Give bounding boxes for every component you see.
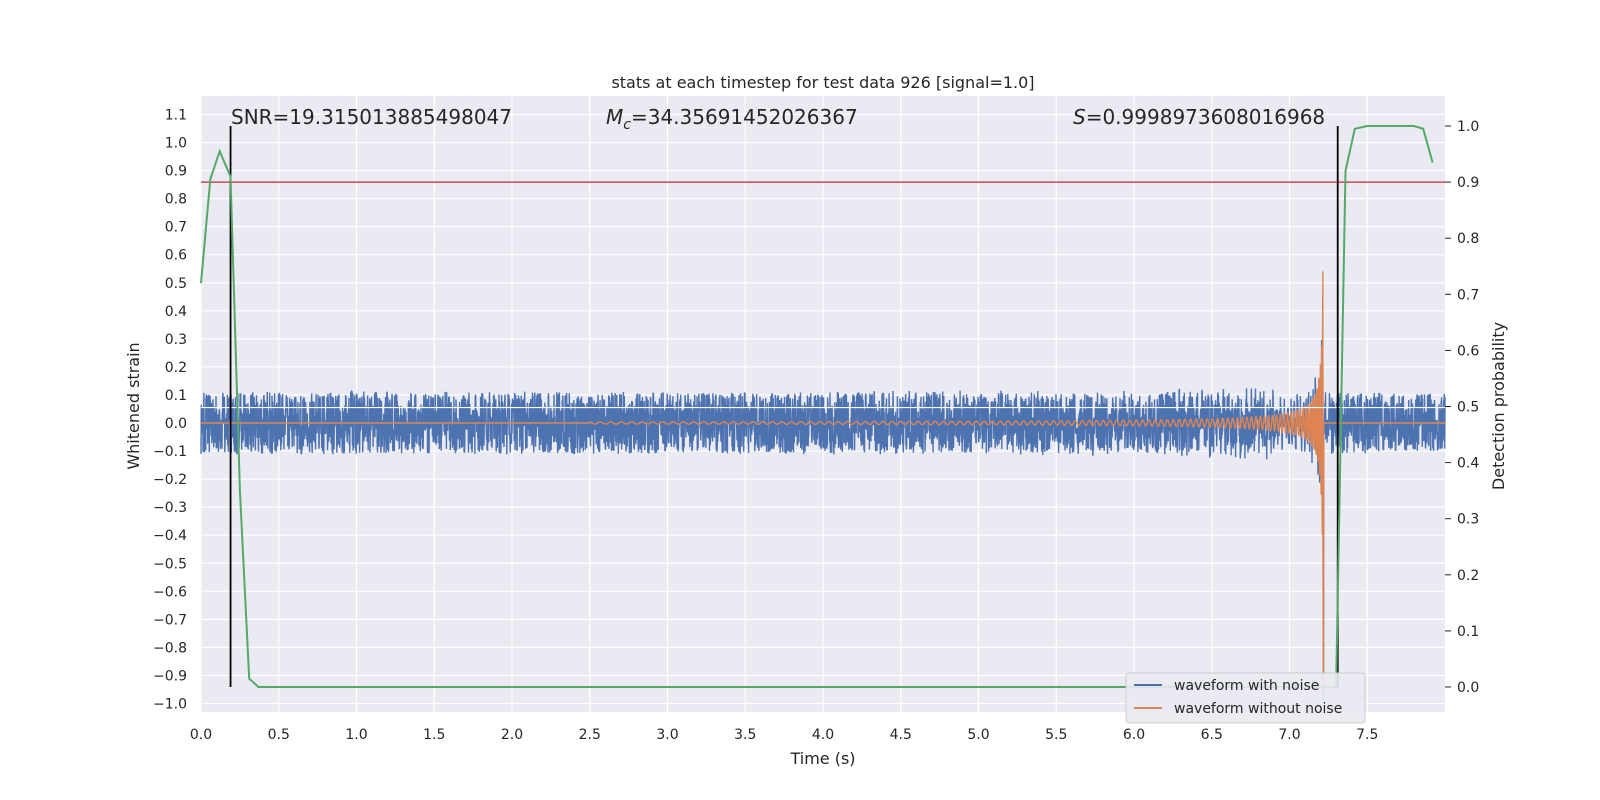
x-tick-label: 5.5 (1045, 727, 1067, 743)
y-tick-label-right: 0.8 (1457, 231, 1479, 247)
y-tick-label-left: 0.7 (165, 220, 187, 236)
y-tick-label-left: 0.4 (165, 304, 187, 320)
chart-title: stats at each timestep for test data 926… (611, 73, 1034, 92)
y-tick-label-left: −0.8 (153, 640, 187, 656)
x-tick-label: 4.0 (812, 727, 834, 743)
x-tick-label: 0.0 (190, 727, 212, 743)
y-tick-label-left: −1.0 (153, 697, 187, 713)
y-tick-label-left: 0.3 (165, 332, 187, 348)
x-axis-label: Time (s) (789, 749, 855, 768)
x-tick-label: 7.5 (1356, 727, 1378, 743)
y-tick-label-left: 0.2 (165, 360, 187, 376)
x-tick-label: 3.5 (734, 727, 756, 743)
legend-label-clean: waveform without noise (1174, 701, 1342, 717)
y-tick-label-left: 0.0 (165, 416, 187, 432)
x-tick-label: 2.5 (579, 727, 601, 743)
series-waveform-with-noise (200, 298, 1446, 703)
score-annotation: S=0.9998973608016968 (1073, 105, 1325, 129)
chirp-mass-annotation: Mc=34.35691452026367 (606, 105, 858, 133)
y-axis-label-left: Whitened strain (124, 342, 143, 469)
y-tick-label-left: −0.7 (153, 612, 187, 628)
chirp-mass-subscript: c (623, 117, 631, 133)
y-tick-label-right: 0.2 (1457, 568, 1479, 584)
y-tick-label-right: 0.1 (1457, 624, 1479, 640)
legend-label-noise: waveform with noise (1174, 678, 1319, 694)
y-tick-label-left: −0.3 (153, 500, 187, 516)
x-tick-label: 2.0 (501, 727, 523, 743)
score-symbol: S (1073, 105, 1086, 129)
y-tick-label-right: 0.4 (1457, 456, 1479, 472)
y-tick-label-right: 0.9 (1457, 175, 1479, 191)
y-tick-label-left: 0.6 (165, 248, 187, 264)
y-tick-label-left: −0.4 (153, 528, 187, 544)
y-tick-label-left: −0.9 (153, 668, 187, 684)
x-tick-label: 7.0 (1278, 727, 1300, 743)
y-tick-label-right: 0.7 (1457, 287, 1479, 303)
x-tick-label: 3.0 (656, 727, 678, 743)
y-tick-label-right: 0.0 (1457, 680, 1479, 696)
y-tick-label-right: 0.6 (1457, 343, 1479, 359)
x-tick-label: 6.0 (1123, 727, 1145, 743)
series-waveform-without-noise (201, 271, 1445, 693)
y-tick-label-left: −0.1 (153, 444, 187, 460)
x-tick-label: 4.5 (890, 727, 912, 743)
x-tick-label: 1.5 (423, 727, 445, 743)
snr-annotation: SNR=19.315013885498047 (231, 105, 512, 129)
chirp-mass-symbol: M (606, 105, 623, 129)
y-tick-label-left: −0.6 (153, 584, 187, 600)
y-ticks-right: 1.0 0.9 0.8 0.7 0.6 0.5 0.4 0.3 0.2 0.1 0.0 (1445, 119, 1479, 696)
x-tick-label: 1.0 (345, 727, 367, 743)
x-ticks: 0.0 0.5 1.0 1.5 2.0 2.5 3.0 3.5 4.0 4.5 5.0 5.5 6.0 6… (190, 727, 1379, 743)
x-tick-label: 5.0 (967, 727, 989, 743)
y-tick-label-left: 0.9 (165, 164, 187, 180)
y-ticks-left: 1.1 1.0 0.9 0.8 0.7 0.6 0.5 0.4 0.3 0.2 0.1 0.0 −0.1… (153, 107, 187, 712)
y-tick-label-left: 0.5 (165, 276, 187, 292)
x-tick-label: 6.5 (1201, 727, 1223, 743)
y-tick-label-left: 1.0 (165, 136, 187, 152)
y-tick-label-left: 1.1 (165, 107, 187, 123)
chirp-mass-value: =34.35691452026367 (631, 105, 858, 129)
y-tick-label-right: 0.3 (1457, 512, 1479, 528)
y-tick-label-left: 0.8 (165, 192, 187, 208)
y-axis-label-right: Detection probability (1489, 322, 1508, 490)
legend-box (1125, 672, 1366, 724)
y-tick-label-right: 0.5 (1457, 400, 1479, 416)
y-tick-label-left: −0.2 (153, 472, 187, 488)
y-tick-label-right: 1.0 (1457, 119, 1479, 135)
y-tick-label-left: 0.1 (165, 388, 187, 404)
legend: waveform with noise waveform without noi… (1125, 672, 1366, 724)
score-value: =0.9998973608016968 (1086, 105, 1325, 129)
y-tick-label-left: −0.5 (153, 556, 187, 572)
x-tick-label: 0.5 (268, 727, 290, 743)
